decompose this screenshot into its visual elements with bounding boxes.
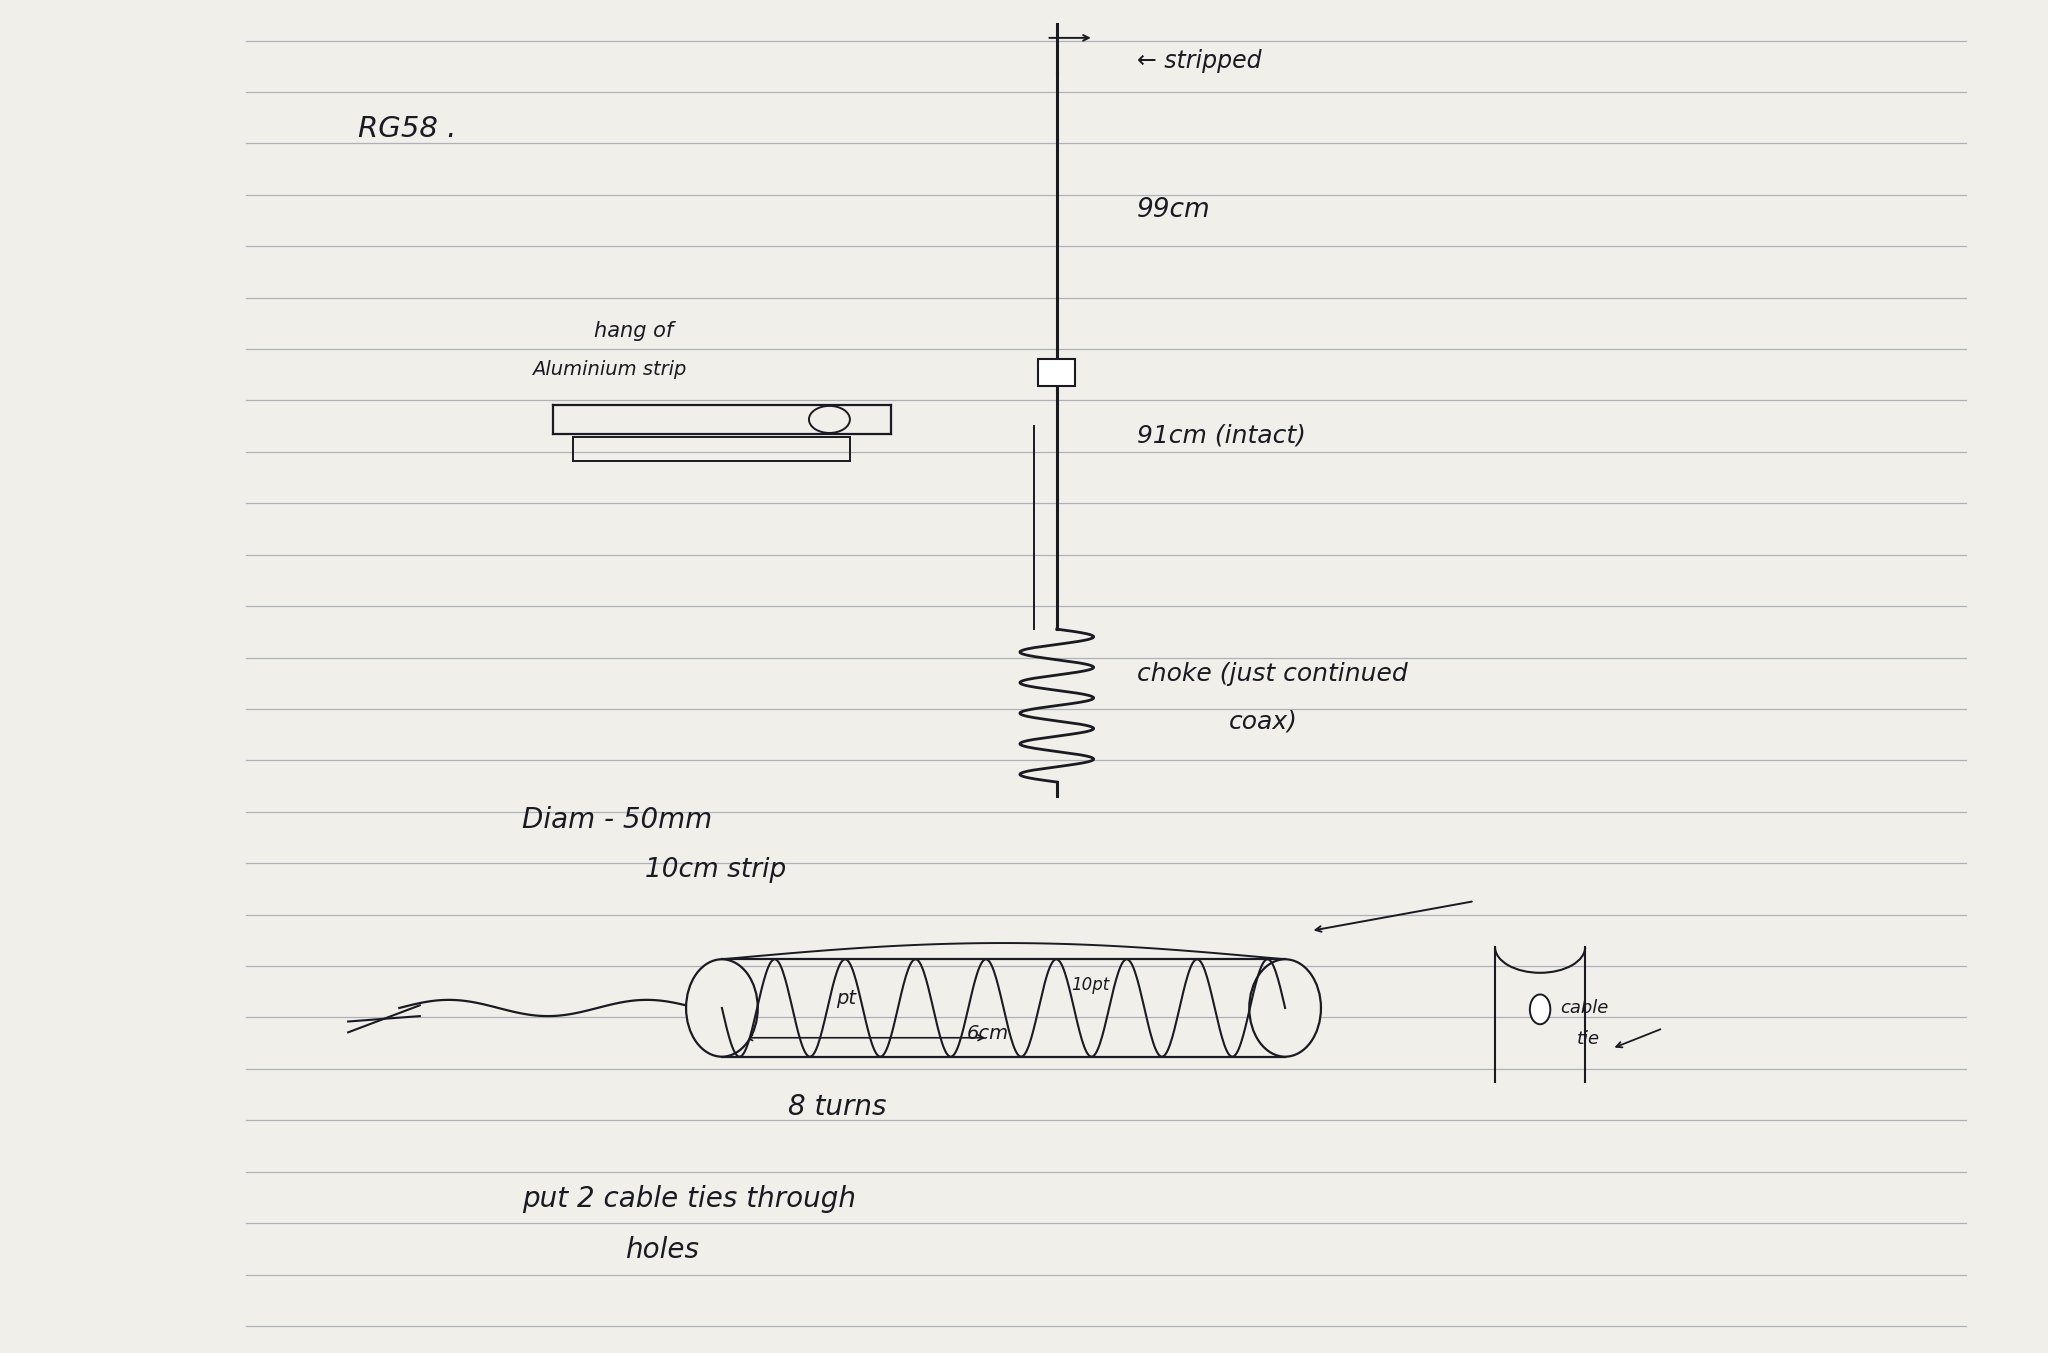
Text: holes: holes bbox=[625, 1237, 698, 1264]
Text: choke (just continued: choke (just continued bbox=[1137, 662, 1407, 686]
Ellipse shape bbox=[1249, 959, 1321, 1057]
Text: 91cm (intact): 91cm (intact) bbox=[1137, 423, 1305, 448]
Text: pt: pt bbox=[836, 989, 856, 1008]
Text: RG58 .: RG58 . bbox=[358, 115, 457, 142]
Text: Aluminium strip: Aluminium strip bbox=[532, 360, 686, 379]
Text: 10cm strip: 10cm strip bbox=[645, 856, 786, 884]
Text: ← stripped: ← stripped bbox=[1137, 49, 1262, 73]
Text: Diam - 50mm: Diam - 50mm bbox=[522, 806, 713, 833]
Text: put 2 cable ties through: put 2 cable ties through bbox=[522, 1185, 856, 1212]
Text: cable: cable bbox=[1561, 999, 1610, 1017]
Text: 99cm: 99cm bbox=[1137, 196, 1210, 223]
Text: 6cm: 6cm bbox=[967, 1024, 1010, 1043]
Bar bbox=[1038, 359, 1075, 386]
Text: coax): coax) bbox=[1229, 709, 1298, 733]
Text: 8 turns: 8 turns bbox=[788, 1093, 887, 1120]
Text: tie: tie bbox=[1577, 1030, 1599, 1049]
Ellipse shape bbox=[1530, 994, 1550, 1024]
Text: hang of: hang of bbox=[594, 322, 674, 341]
Ellipse shape bbox=[686, 959, 758, 1057]
Text: 10pt: 10pt bbox=[1071, 976, 1110, 994]
